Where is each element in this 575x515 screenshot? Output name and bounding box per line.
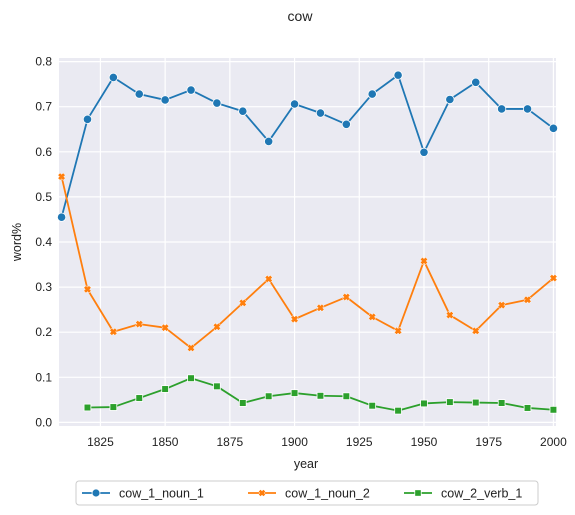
legend: cow_1_noun_1 cow_1_noun_2 cow_2_verb_1 xyxy=(76,481,538,505)
x-tick-label: 1975 xyxy=(475,435,502,449)
data-point-square xyxy=(395,407,402,414)
data-point-circle xyxy=(446,95,454,103)
data-point-square xyxy=(136,395,143,402)
x-tick-label: 1900 xyxy=(281,435,308,449)
data-point-circle xyxy=(472,78,480,86)
data-point-circle xyxy=(135,90,143,98)
data-point-circle xyxy=(368,90,376,98)
data-point-square xyxy=(343,393,350,400)
data-point-square xyxy=(214,383,221,390)
data-point-square xyxy=(84,404,91,411)
y-tick-label: 0.7 xyxy=(35,100,52,114)
x-tick-label: 1825 xyxy=(87,435,114,449)
data-point-circle xyxy=(83,115,91,123)
y-tick-label: 0.1 xyxy=(35,370,52,384)
data-point-square xyxy=(162,386,169,393)
x-tick-label: 1950 xyxy=(411,435,438,449)
data-point-circle xyxy=(161,96,169,104)
data-point-circle xyxy=(342,120,350,128)
plot-area xyxy=(59,58,556,426)
data-point-circle xyxy=(239,107,247,115)
y-axis-ticks: 0.0 0.1 0.2 0.3 0.4 0.5 0.6 0.7 0.8 xyxy=(35,55,52,430)
legend-label: cow_2_verb_1 xyxy=(441,487,522,501)
data-point-square xyxy=(291,390,298,397)
data-point-square xyxy=(498,400,505,407)
data-point-square xyxy=(415,490,421,496)
data-point-square xyxy=(110,404,117,411)
legend-label: cow_1_noun_1 xyxy=(119,487,204,501)
x-tick-label: 1850 xyxy=(152,435,179,449)
data-point-square xyxy=(369,402,376,409)
data-point-circle xyxy=(420,148,428,156)
data-point-circle xyxy=(264,137,272,145)
data-point-square xyxy=(188,375,195,382)
data-point-circle xyxy=(213,99,221,107)
y-tick-label: 0.2 xyxy=(35,325,52,339)
data-point-circle xyxy=(290,100,298,108)
data-point-square xyxy=(265,393,272,400)
y-tick-label: 0.8 xyxy=(35,55,52,69)
x-tick-label: 2000 xyxy=(540,435,567,449)
data-point-square xyxy=(472,399,479,406)
data-point-circle xyxy=(549,124,557,132)
data-point-square xyxy=(550,406,557,413)
data-point-circle xyxy=(497,105,505,113)
y-axis-label: word% xyxy=(10,223,24,262)
y-tick-label: 0.3 xyxy=(35,280,52,294)
data-point-square xyxy=(524,405,531,412)
x-tick-label: 1875 xyxy=(216,435,243,449)
data-point-circle xyxy=(523,105,531,113)
y-tick-label: 0.4 xyxy=(35,235,52,249)
y-tick-label: 0.0 xyxy=(35,415,52,429)
data-point-circle xyxy=(394,71,402,79)
data-point-circle xyxy=(316,109,324,117)
data-point-circle xyxy=(92,489,100,497)
y-tick-label: 0.6 xyxy=(35,145,52,159)
data-point-square xyxy=(421,400,428,407)
x-axis-ticks: 1825 1850 1875 1900 1925 1950 1975 2000 xyxy=(87,435,567,449)
y-tick-label: 0.5 xyxy=(35,190,52,204)
legend-label: cow_1_noun_2 xyxy=(285,487,370,501)
chart-title: cow xyxy=(288,8,314,24)
data-point-square xyxy=(317,392,324,399)
data-point-circle xyxy=(187,86,195,94)
x-tick-label: 1925 xyxy=(346,435,373,449)
data-point-square xyxy=(446,399,453,406)
data-point-circle xyxy=(109,73,117,81)
x-axis-label: year xyxy=(294,457,318,471)
data-point-circle xyxy=(57,213,65,221)
data-point-square xyxy=(239,400,246,407)
